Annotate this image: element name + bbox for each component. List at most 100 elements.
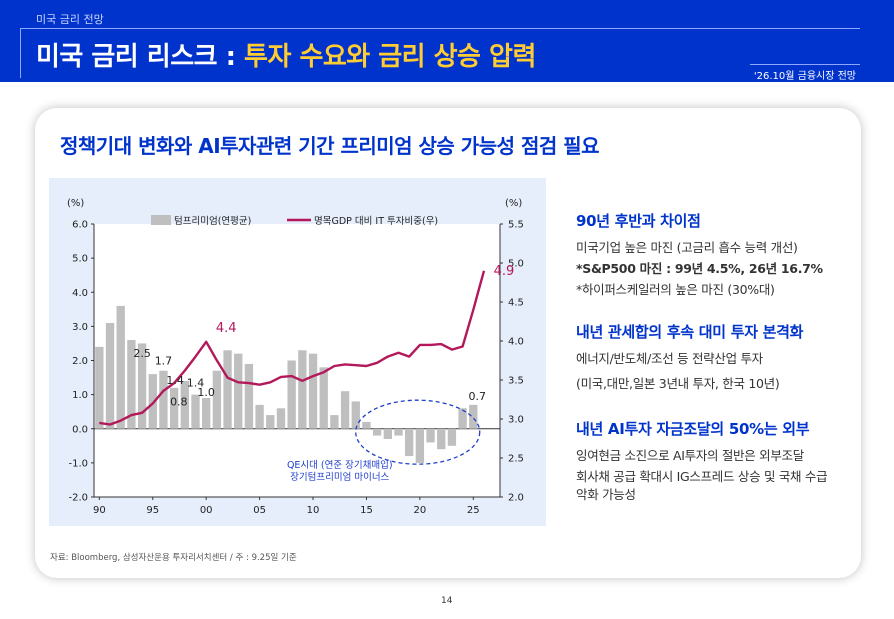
bar [405,428,414,457]
sidebar-heading: 90년 후반과 차이점 [576,212,701,230]
page-number: 14 [441,596,453,606]
right-tick-label: 4.0 [508,337,524,348]
left-tick-label: 4.0 [72,288,88,299]
x-tick-label: 00 [200,505,213,516]
bar [340,391,350,429]
left-tick-label: 5.0 [72,254,88,265]
bar [276,408,286,429]
sidebar-section-2: 내년 관세합의 후속 대미 투자 본격화 에너지/반도체/조선 등 전략산업 투… [576,321,866,393]
sidebar-heading: 내년 관세합의 후속 대미 투자 본격화 [576,323,804,341]
annotation-line-2: 장기텀프리미엄 마이너스 [290,471,389,483]
bar [244,363,254,429]
page-title: 미국 금리 리스크 : 투자 수요와 금리 상승 압력 [36,36,536,73]
sidebar-line: *S&P500 마진 : 99년 4.5%, 26년 16.7% [576,261,823,276]
x-tick-label: 95 [146,505,159,516]
annotation-line-1: QE시대 (연준 장기채매입) [287,459,393,471]
sidebar-line: 미국기업 높은 마진 (고금리 흡수 능력 개선) [576,240,798,255]
bar [415,428,425,463]
x-tick-label: 15 [360,505,373,516]
x-tick-label: 20 [414,505,427,516]
right-tick-label: 5.0 [508,259,524,270]
sidebar-heading: 내년 AI투자 자금조달의 50%는 외부 [576,420,810,438]
bar [137,343,147,429]
left-tick-label: 6.0 [72,220,88,231]
bar [383,428,392,439]
bar [148,374,157,429]
bar [266,415,275,429]
bar [308,353,318,429]
right-tick-label: 3.5 [508,376,524,387]
bar-data-label: 1.4 [187,377,205,390]
bar [372,428,382,436]
bar [169,387,179,429]
bar [447,428,457,446]
bar [180,380,189,429]
bar [394,428,403,436]
header-bar: 미국 금리 전망 미국 금리 리스크 : 투자 수요와 금리 상승 압력 '26… [0,0,894,82]
bar [458,408,467,429]
left-tick-label: 3.0 [72,322,88,333]
bar [202,398,211,429]
bar-data-label: 1.4 [166,374,184,387]
bar [362,421,371,429]
line-data-label: 4.9 [494,264,515,279]
bar [105,322,115,429]
qe-era-ellipse [355,399,481,465]
bar [287,360,296,429]
right-unit: (%) [505,198,522,209]
x-tick-label: 10 [307,505,320,516]
bar [426,428,435,443]
bar-data-label: 2.5 [133,347,151,360]
sidebar-line: (미국,대만,일본 3년내 투자, 한국 10년) [576,376,780,391]
bar [330,415,339,429]
title-main: 미국 금리 리스크 : [36,42,245,72]
right-tick-label: 5.5 [508,220,524,231]
left-unit: (%) [67,198,84,209]
sidebar-line: 악화 가능성 [576,487,636,502]
bar-data-label: 1.7 [155,355,173,368]
left-tick-label: 2.0 [72,356,88,367]
right-tick-label: 4.5 [508,298,524,309]
x-tick-label: 90 [93,505,106,516]
sidebar-section-3: 내년 AI투자 자금조달의 50%는 외부 잉여현금 소진으로 AI투자의 절반… [576,418,866,504]
sidebar-line: 회사채 공급 확대시 IG스프레드 상승 및 국채 수급 [576,469,828,484]
plot-area [94,224,500,497]
it-investment-line [99,270,486,426]
bar [469,404,478,429]
bar [127,340,136,429]
bar [116,305,125,429]
bar [95,346,104,429]
title-accent: 투자 수요와 금리 상승 압력 [244,42,536,72]
bar [437,428,446,450]
x-tick-label: 25 [467,505,480,516]
card-title: 정책기대 변화와 AI투자관련 기간 프리미엄 상승 가능성 점검 필요 [60,134,600,158]
section-label: 미국 금리 전망 [36,13,104,26]
bar [223,350,232,429]
x-tick-label: 05 [253,505,266,516]
report-tag: '26.10월 금융시장 전망 [749,64,860,84]
term-premium-chart: 6.0 5.0 4.0 3.0 2.0 1.0 0.0 -1.0 -2.0 5.5 5.0 4.5 4.… [67,198,524,516]
right-tick-label: 3.0 [508,415,524,426]
right-tick-label: 2.5 [508,454,524,465]
bar [234,353,243,429]
sidebar-line: 에너지/반도체/조선 등 전략산업 투자 [576,351,763,366]
source-note: 자료: Bloomberg, 삼성자산운용 투자리서치센터 / 주 : 9.25… [50,553,297,563]
left-tick-label: -1.0 [68,458,88,469]
bar [191,394,200,429]
left-tick-label: -2.0 [68,493,88,504]
line-data-label: 4.4 [216,321,237,336]
bar [351,401,360,429]
bar [212,370,222,429]
sidebar-line: *하이퍼스케일러의 높은 마진 (30%대) [576,282,775,297]
bar [255,404,264,429]
legend-bar-label: 텀프리미엄(연평균) [174,215,251,227]
legend-line-label: 명목GDP 대비 IT 투자비중(우) [314,216,438,227]
sidebar-section-1: 90년 후반과 차이점 미국기업 높은 마진 (고금리 흡수 능력 개선) *S… [576,210,866,299]
bar-data-label: 0.8 [170,395,188,408]
left-tick-label: 1.0 [72,390,88,401]
bar [159,370,168,429]
bar-data-label: 0.7 [469,390,487,403]
left-tick-label: 0.0 [72,424,88,435]
legend-bar-swatch [151,215,171,225]
bar [319,367,328,429]
